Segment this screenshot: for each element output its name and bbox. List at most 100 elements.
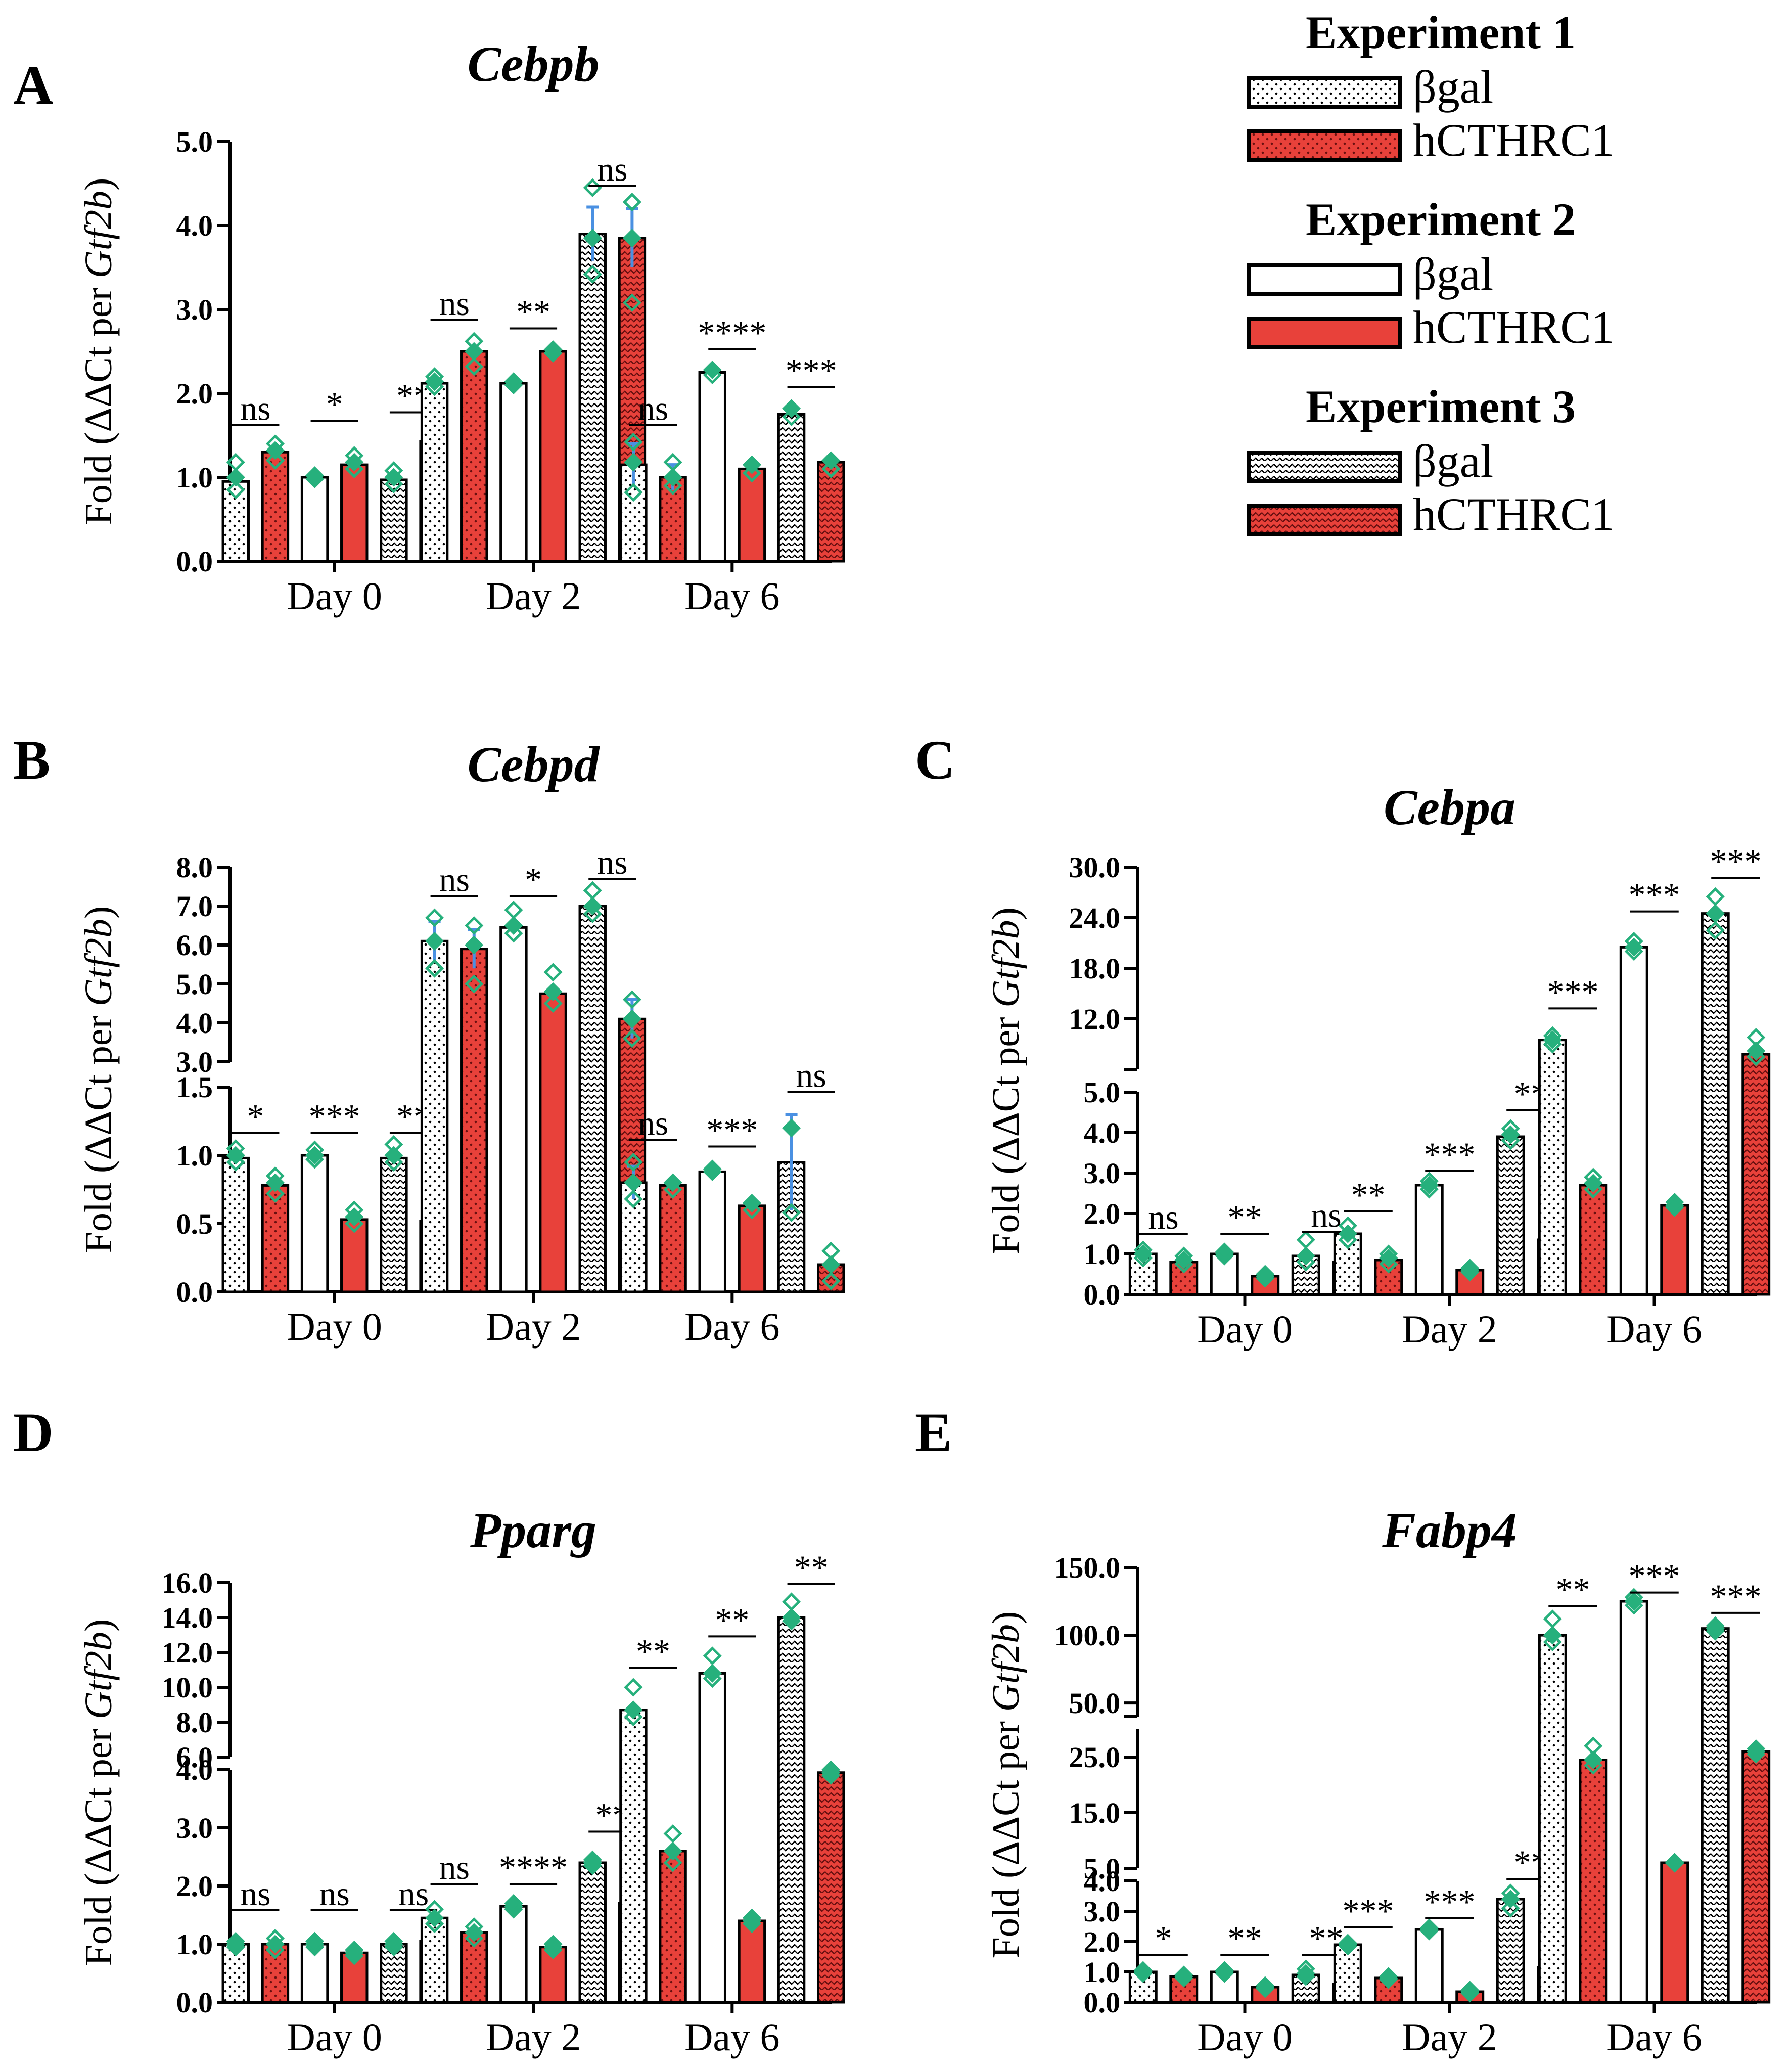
data-point [1256,1267,1275,1286]
data-point [425,959,444,978]
x-category-label: Day 0 [287,1305,382,1349]
bar [300,476,329,563]
data-point [624,432,643,452]
data-point [663,468,682,487]
y-tick-label: 1.0 [1084,1238,1121,1271]
sig-label: *** [1629,1557,1680,1595]
y-axis-label: Fold (ΔΔCt per Gtf2b) [77,1619,120,1966]
y-tick-label: 0.0 [176,545,213,578]
bar [1660,1204,1689,1296]
y-tick-label: 16.0 [162,1566,213,1599]
data-point [226,1935,245,1954]
y-tick-label: 30.0 [1069,851,1121,884]
data-point [663,1853,682,1872]
bar [1660,1861,1689,2004]
data-point [1624,932,1643,951]
data-point [1174,1246,1193,1266]
x-category-label: Day 0 [287,2015,382,2059]
bar [578,233,607,563]
data-point [504,1897,523,1916]
data-point [465,342,484,361]
data-point [1543,1026,1562,1045]
bar [619,1709,648,2004]
data-point [226,468,245,487]
bar [221,480,250,563]
y-axis-label-suffix: ) [77,178,120,191]
data-point [742,1193,761,1213]
x-category-label: Day 2 [1402,1307,1497,1351]
panel-letter-a: A [13,54,53,116]
sig-label: ** [1351,1176,1386,1214]
data-point [1338,1934,1357,1953]
bar [499,1905,528,2004]
data-point [782,1592,801,1611]
data-point [1419,1918,1439,1938]
chart-title: Pparg [470,1502,596,1558]
data-point [583,264,602,284]
data-point [624,1189,643,1208]
panel-letter-c: C [915,729,955,791]
panel-letter-d: D [13,1402,53,1463]
y-axis-label-prefix: Fold (ΔΔCt per [77,1006,120,1253]
sig-label: ns [398,1874,429,1913]
y-axis-label-gene: Gtf2b [985,920,1027,1007]
bar [1414,1184,1444,1296]
sig-label: ns [240,389,270,427]
bar [1741,1053,1771,1296]
bar [499,926,528,1293]
y-axis-label-prefix: Fold (ΔΔCt per [77,1719,120,1966]
data-point [821,459,841,478]
legend-item-label: hCTHRC1 [1413,301,1615,353]
data-point [1338,1216,1357,1235]
sig-label: ns [439,284,469,323]
data-point [663,476,682,496]
data-point [1256,1976,1275,1995]
chart-panel-a: Cebpb 0.0 1.0 2.0 3.0 4.0 5.0 Fold (ΔΔCt per Gt… [77,36,845,618]
y-tick-label: 1.5 [176,1071,213,1104]
chart-title: Cebpa [1384,779,1515,835]
x-category-label: Day 6 [1606,1307,1702,1351]
sig-label: ** [715,1600,749,1639]
data-point [703,1646,722,1666]
legend-swatch [1247,504,1402,536]
data-point [465,974,484,994]
data-point [1133,1961,1153,1980]
y-tick-label: 25.0 [1069,1741,1121,1774]
data-point [543,1935,563,1954]
y-tick-label: 14.0 [162,1601,213,1634]
sig-label: ns [638,389,668,427]
data-point [425,1900,444,1919]
data-point [1296,1246,1315,1266]
bar [1538,1039,1567,1296]
legend-swatch [1247,129,1402,162]
data-point [782,1203,801,1222]
sig-label: * [326,385,343,423]
y-tick-label: 0.5 [176,1207,213,1240]
bar [221,1156,250,1293]
x-category-label: Day 0 [1197,1307,1292,1351]
sig-label: ** [794,1548,829,1587]
bar [539,992,567,1293]
data-point [782,1118,801,1138]
data-point [622,192,641,212]
sig-label: **** [499,1848,568,1886]
bar [420,382,449,563]
data-point [226,1931,245,1951]
bar [499,382,528,563]
sig-label: *** [309,1097,360,1136]
data-point [504,924,523,943]
sig-label: ns [1148,1198,1178,1236]
data-point [1501,1119,1520,1138]
y-axis-label-gene: Gtf2b [77,919,120,1006]
y-tick-label: 0.0 [176,1276,213,1309]
data-point [1215,1244,1234,1264]
y-tick-label: 6.0 [176,929,213,962]
data-point [782,399,801,418]
bar [619,463,648,563]
y-tick-label: 4.0 [176,1007,213,1040]
data-point [1747,1041,1766,1060]
data-point [821,1271,841,1290]
data-point [1706,1619,1725,1638]
